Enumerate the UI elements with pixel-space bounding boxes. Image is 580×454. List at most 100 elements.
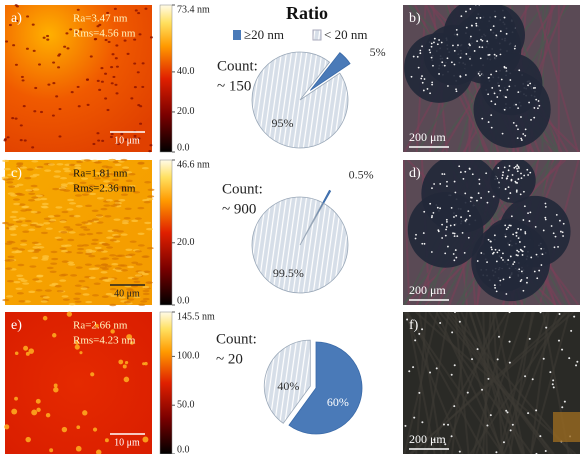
speck [495,70,497,72]
afm-grain [7,241,14,243]
afm-pit [77,9,80,11]
afm-grain [113,218,120,220]
afm-grain [120,264,127,266]
speck [553,386,555,388]
afm-grain [112,229,119,231]
afm-grain [148,189,155,191]
colorbar-tick-label: 40.0 [177,66,195,77]
speck [543,230,545,232]
speck [513,261,515,263]
afm-pit [98,89,101,91]
afm-grain [62,260,69,262]
speck [517,107,519,109]
afm-pit [92,143,95,145]
afm-pit [33,50,36,52]
afm-grain [69,303,76,305]
afm-peak [93,427,97,431]
panel-label: e) [11,318,22,333]
speck [564,401,566,403]
afm-pit [55,95,58,97]
afm-grain [74,293,81,295]
afm-grain [22,282,29,284]
speck [568,357,570,359]
afm-grain [43,296,50,298]
speck [518,167,520,169]
speck [490,114,492,116]
afm-grain [7,256,14,258]
afm-grain [122,220,129,222]
afm-peak [67,311,72,316]
speck [504,17,506,19]
colorbar-tick-label: 20.0 [177,106,195,117]
speck [491,87,493,89]
speck [526,277,528,279]
afm-pit [57,54,60,56]
afm-pit [26,48,29,50]
speck [508,197,510,199]
speck [441,237,443,239]
afm-grain [109,254,116,256]
colorbar-tick-label: 73.4 nm [177,4,210,15]
speck [505,67,507,69]
afm-pit [15,118,18,120]
speck [420,78,422,80]
afm-pit [59,108,62,110]
afm-grain [63,226,70,228]
afm-grain [60,247,67,249]
speck [451,61,453,63]
speck [524,246,526,248]
afm-pit [20,124,23,126]
speck [530,119,532,121]
rms-label: Rms=2.36 nm [73,183,136,195]
afm-grain [15,288,22,290]
speck [495,451,497,453]
speck [487,202,489,204]
speck [505,236,507,238]
afm-grain [52,188,59,190]
speck [518,69,520,71]
speck [534,271,536,273]
speck [515,104,517,106]
speck [517,255,519,257]
panel-label: d) [409,166,421,181]
speck [509,192,511,194]
speck [490,414,492,416]
afm-pit [149,144,152,146]
afm-peak [76,425,80,429]
speck [418,392,420,394]
afm-grain [142,286,149,288]
speck [406,319,408,321]
speck [545,219,547,221]
speck [502,174,504,176]
afm-grain [84,159,91,161]
speck [415,238,417,240]
speck [502,133,504,135]
afm-grain [115,267,122,269]
speck [476,17,478,19]
speck [490,74,492,76]
afm-grain [32,278,39,280]
colorbar-tick-label: 20.0 [177,237,195,248]
speck [509,362,511,364]
speck [464,252,466,254]
speck [422,82,424,84]
afm-pit [130,97,133,99]
speck [429,203,431,205]
speck [533,107,535,109]
speck [527,212,529,214]
afm-grain [18,300,25,302]
speck [421,75,423,77]
speck [455,88,457,90]
speck [527,84,529,86]
speck [432,65,434,67]
speck [509,341,511,343]
scale-label: 10 μm [114,135,140,146]
speck [431,57,433,59]
afm-peak [53,387,58,392]
speck [487,93,489,95]
afm-pit [96,132,99,134]
afm-pit [110,136,113,138]
speck [558,340,560,342]
afm-grain [3,178,10,180]
speck [520,173,522,175]
